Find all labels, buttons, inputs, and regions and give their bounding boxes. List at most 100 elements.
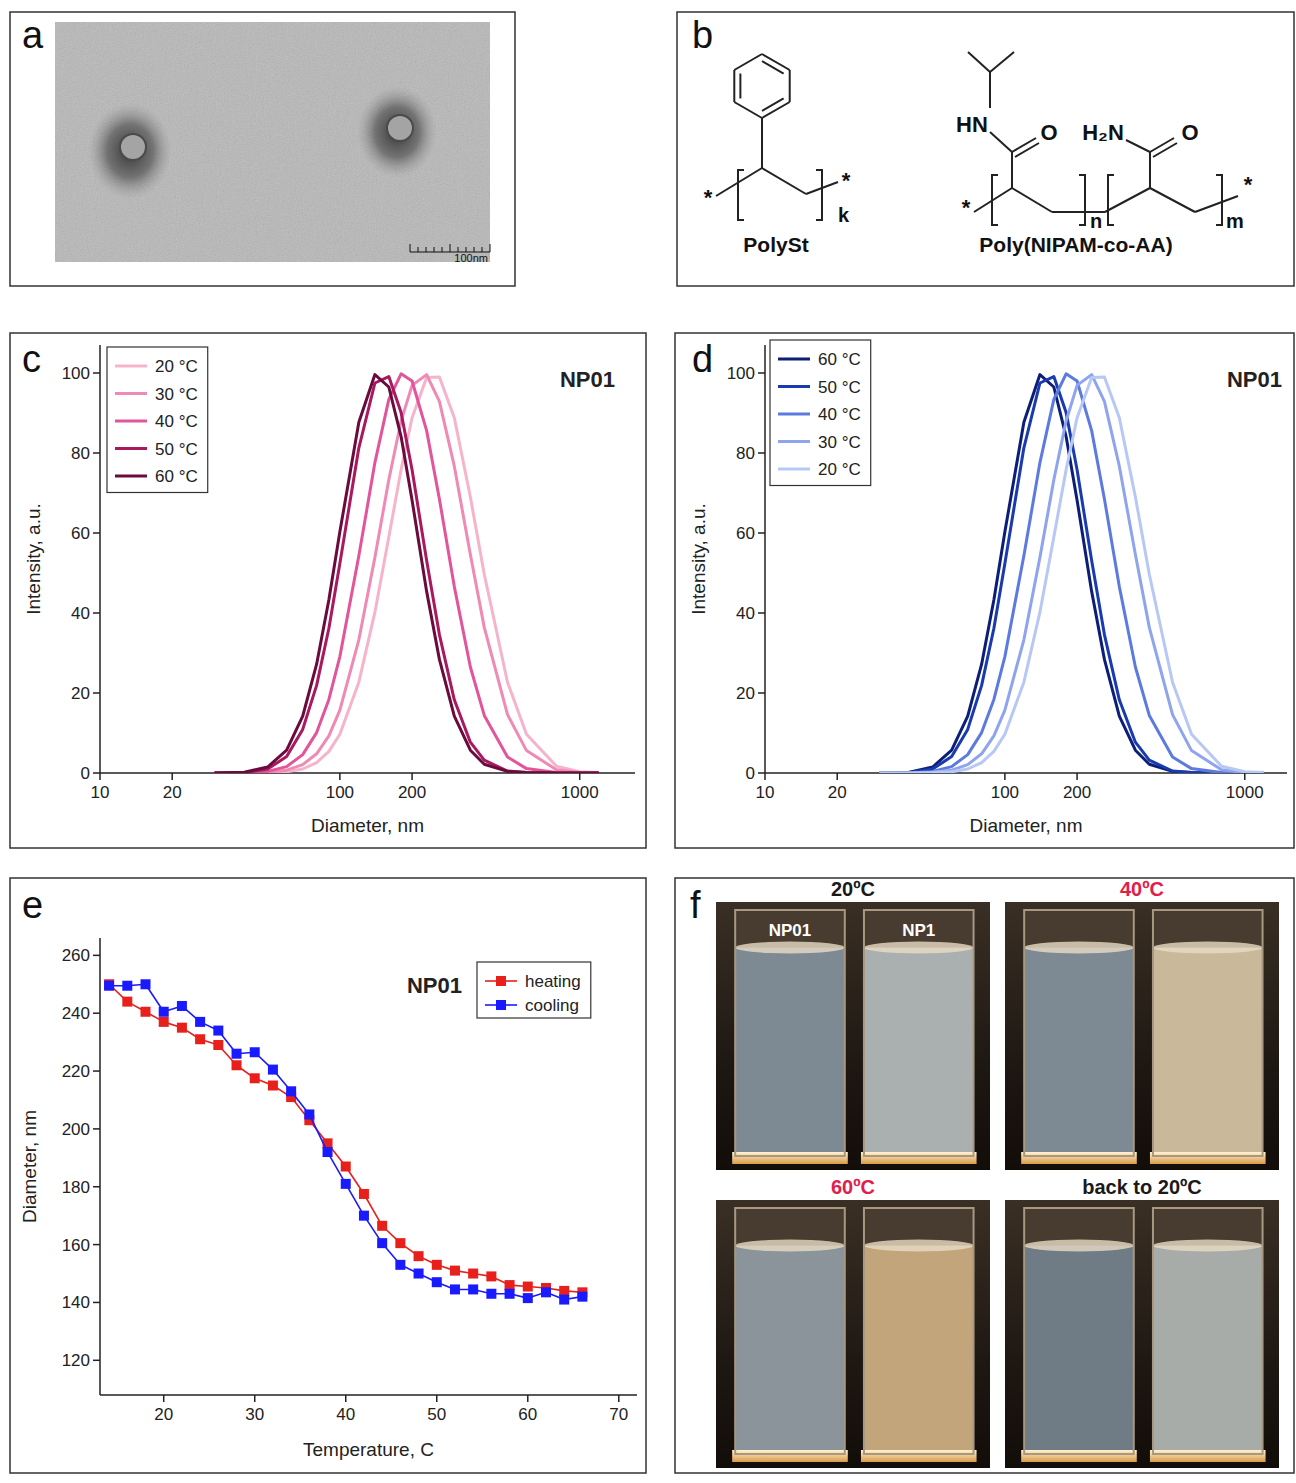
- photo-background: [716, 1200, 990, 1468]
- bond: [762, 61, 784, 73]
- x-tick: [339, 773, 341, 780]
- particle-halo: [88, 103, 172, 200]
- legend-label: heating: [525, 972, 581, 991]
- cuvette-outline: [735, 1208, 845, 1454]
- marker: [323, 1147, 333, 1157]
- legend-swatch: [115, 392, 147, 395]
- y-tick-label: 60: [736, 524, 755, 543]
- panel-frame: [677, 12, 1294, 286]
- x-tick-label: 20: [828, 783, 847, 802]
- marker: [232, 1049, 242, 1059]
- chem-text: n: [1090, 210, 1102, 232]
- marker: [414, 1251, 424, 1261]
- panel-frame: [10, 12, 515, 286]
- y-tick-label: 120: [62, 1351, 90, 1370]
- cuvette-outline: [864, 910, 974, 1156]
- photo-title: 20ºC: [831, 878, 875, 900]
- y-tick-label: 20: [71, 684, 90, 703]
- legend-label: 20 °C: [818, 460, 861, 479]
- x-tick: [254, 1395, 256, 1402]
- sample-label: NP1: [902, 921, 935, 940]
- chem-text: H₂N: [1082, 120, 1124, 145]
- bracket: [1216, 175, 1222, 225]
- plot-data: [214, 374, 598, 773]
- legend-label: cooling: [525, 996, 579, 1015]
- x-axis-title: Diameter, nm: [311, 815, 424, 836]
- legend-swatch: [115, 475, 147, 478]
- bond: [733, 70, 735, 102]
- chart-title: NP01: [407, 973, 462, 998]
- marker: [559, 1295, 569, 1305]
- cuvette-liquid: [1153, 1246, 1263, 1454]
- cuvette-outline: [864, 1208, 974, 1454]
- cuvette-outline: [1153, 910, 1263, 1156]
- chart-title: NP01: [1227, 367, 1282, 392]
- x-tick: [163, 1395, 165, 1402]
- y-tick: [758, 532, 765, 534]
- legend-label: 40 °C: [818, 405, 861, 424]
- marker: [304, 1109, 314, 1119]
- chart-c: 10201002001000020406080100Diameter, nmIn…: [23, 345, 635, 836]
- legend-swatch: [115, 447, 147, 450]
- bracket: [1108, 175, 1114, 225]
- x-tick: [527, 1395, 529, 1402]
- y-axis: [764, 345, 766, 773]
- y-tick-label: 80: [71, 444, 90, 463]
- y-tick-label: 220: [62, 1062, 90, 1081]
- chem-text: O: [1181, 120, 1198, 145]
- series-line: [214, 375, 598, 773]
- marker: [213, 1026, 223, 1036]
- y-tick-label: 180: [62, 1178, 90, 1197]
- chem-text: *: [842, 168, 851, 193]
- y-tick-label: 160: [62, 1236, 90, 1255]
- legend: 60 °C 50 °C 40 °C 30 °C 20 °C: [770, 340, 871, 486]
- scale-tick: [490, 244, 491, 252]
- scale-tick: [442, 247, 443, 252]
- legend-label: 30 °C: [155, 385, 198, 404]
- panel-frame: [10, 333, 646, 848]
- meniscus: [1024, 1240, 1134, 1252]
- bond: [989, 72, 991, 108]
- marker: [468, 1284, 478, 1294]
- legend-label: 30 °C: [818, 433, 861, 452]
- bond: [734, 54, 762, 70]
- y-tick-label: 60: [71, 524, 90, 543]
- panel-frame: [10, 878, 646, 1473]
- legend-swatch: [115, 420, 147, 423]
- y-tick: [93, 955, 100, 957]
- legend-label: 50 °C: [818, 378, 861, 397]
- scale-tick: [418, 247, 419, 252]
- chart-e: 203040506070120140160180200220240260Temp…: [19, 938, 637, 1460]
- photo-title: 40ºC: [1120, 878, 1164, 900]
- x-tick: [411, 773, 413, 780]
- y-tick-label: 100: [727, 364, 755, 383]
- particle-core: [387, 115, 413, 141]
- bond: [1126, 140, 1150, 152]
- legend-box: [477, 962, 591, 1018]
- photo-title: back to 20ºC: [1082, 1176, 1202, 1198]
- y-tick-label: 40: [736, 604, 755, 623]
- marker: [559, 1286, 569, 1296]
- marker: [268, 1081, 278, 1091]
- marker: [213, 1040, 223, 1050]
- marker: [450, 1284, 460, 1294]
- x-tick: [764, 773, 766, 780]
- cuvette-liquid: [735, 948, 845, 1156]
- marker: [122, 997, 132, 1007]
- y-tick: [758, 772, 765, 774]
- legend-label: 60 °C: [818, 350, 861, 369]
- x-tick-label: 200: [398, 783, 426, 802]
- bond: [1150, 188, 1195, 212]
- y-axis-title: Intensity, a.u.: [23, 503, 44, 615]
- bond: [1149, 152, 1151, 188]
- x-tick-label: 10: [91, 783, 110, 802]
- meniscus: [1153, 942, 1263, 954]
- sample-label: NP01: [769, 921, 812, 940]
- y-tick-label: 20: [736, 684, 755, 703]
- x-axis: [100, 1394, 637, 1396]
- marker: [432, 1277, 442, 1287]
- y-tick: [93, 1186, 100, 1188]
- meniscus: [864, 942, 974, 954]
- y-tick-label: 0: [746, 764, 755, 783]
- figure: a100nmb****kPolyStHNOH₂NOnmPoly(NIPAM-co…: [0, 0, 1296, 1483]
